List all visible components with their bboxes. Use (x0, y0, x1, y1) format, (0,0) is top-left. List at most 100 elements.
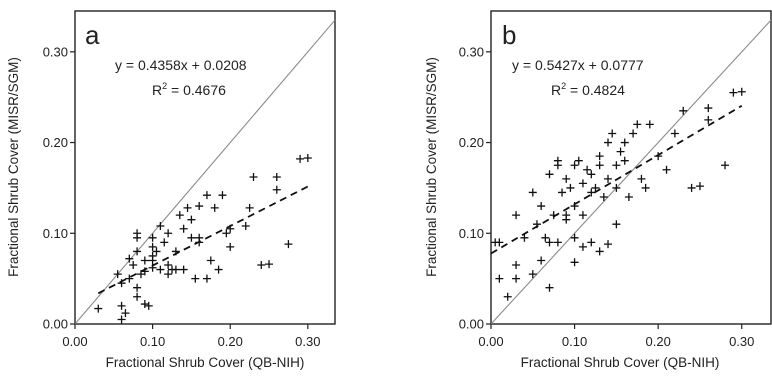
panel-a-data-point (140, 267, 149, 276)
panel-a-data-point (164, 270, 173, 279)
panel-b-y-tick-label: 0.00 (459, 317, 484, 332)
panel-b-data-point (729, 88, 738, 97)
panel-b-data-point (570, 258, 579, 267)
panel-a-data-point (195, 238, 204, 247)
panel-b-data-point (704, 104, 713, 113)
panel-b-data-point (670, 129, 679, 138)
panel-a-data-point (156, 265, 165, 274)
panel-b-data-point (520, 233, 529, 242)
panel-a-data-point (210, 203, 219, 212)
panel-b: 0.00 0.00 0.10 0.10 0.20 0.20 0.30 0.30 b y = 0… (424, 10, 772, 370)
panel-a-data-point (272, 185, 281, 194)
panel-a-data-point (117, 315, 126, 324)
panel-b-data-point (654, 152, 663, 161)
panel-a-y-axis-title: Fractional Shrub Cover (MISR/SGM) (6, 57, 21, 277)
panel-b-data-point (512, 261, 521, 270)
panel-b-frame (490, 10, 772, 325)
panel-a-equation: y = 0.4358x + 0.0208 (115, 57, 247, 73)
panel-b-x-tick-label: 0.00 (478, 334, 503, 349)
panel-b-data-point (587, 238, 596, 247)
panel-a-data-point (191, 274, 200, 283)
panel-a-data-point (156, 222, 165, 231)
panel-b-data-point (553, 156, 562, 165)
panel-a-x-tick-label: 0.00 (62, 334, 87, 349)
panel-a-data-point (160, 238, 169, 247)
panel-a-fit-line (97, 185, 309, 295)
panel-b-data-point (512, 274, 521, 283)
panel-b-data-point (595, 247, 604, 256)
panel-b-data-point (553, 238, 562, 247)
panel-b-data-point (495, 274, 504, 283)
panel-a-data-point (129, 261, 138, 270)
panel-a-data-point (218, 191, 227, 200)
panel-b-data-point (620, 156, 629, 165)
panel-a-frame (74, 10, 336, 325)
panel-b-y-axis-title: Fractional Shrub Cover (MISR/SGM) (424, 57, 439, 277)
panel-b-data-point (645, 120, 654, 129)
panel-b-data-point (537, 202, 546, 211)
panel-b-data-point (595, 152, 604, 161)
panel-a-data-point (175, 211, 184, 220)
panel-a-data-point (117, 301, 126, 310)
panel-b-fit-line-layer (490, 105, 743, 255)
panel-b-data-point (679, 106, 688, 115)
panel-b-data-point (587, 170, 596, 179)
panel-a-data-point (187, 215, 196, 224)
panel-a-data-point (125, 274, 134, 283)
panel-b-data-point (558, 188, 567, 197)
panel-a-data-point (164, 229, 173, 238)
panel-a-x-tick-label: 0.20 (218, 334, 243, 349)
panel-b-equation: y = 0.5427x + 0.0777 (512, 57, 644, 73)
panel-b-data-point (495, 238, 504, 247)
panel-b-data-point (604, 138, 613, 147)
panel-b-data-point (633, 120, 642, 129)
panel-a-data-point (133, 283, 142, 292)
panel-b-r2-prefix: R (551, 82, 561, 98)
panel-a-data-point (284, 240, 293, 249)
panel-b-data-point (595, 161, 604, 170)
panel-b-data-point (578, 179, 587, 188)
panel-a-r2-value: = 0.4676 (167, 82, 226, 98)
panel-b-data-point (562, 211, 571, 220)
panel-b-r2-value: = 0.4824 (566, 82, 625, 98)
panel-b-data-point (570, 202, 579, 211)
panel-a-data-point (94, 304, 103, 313)
panel-b-data-point (512, 211, 521, 220)
panel-b-data-point (608, 129, 617, 138)
panel-a-data-point (245, 203, 254, 212)
panel-a-data-point (148, 242, 157, 251)
panel-b-data-point (545, 283, 554, 292)
panel-a-data-point (241, 222, 250, 231)
panel-b-x-axis-title: Fractional Shrub Cover (QB-NIH) (521, 355, 720, 370)
panel-b-data-point (612, 161, 621, 170)
panel-a-y-tick-label: 0.30 (43, 44, 68, 59)
panel-b-ticks-layer: 0.00 0.00 0.10 0.10 0.20 0.20 0.30 0.30 (459, 44, 755, 349)
panel-a-data-point (148, 251, 157, 260)
panel-b-data-point (566, 183, 575, 192)
panel-a-data-point (133, 247, 142, 256)
panel-b-data-point (528, 270, 537, 279)
panel-a-data-point (171, 265, 180, 274)
panel-b-y-tick-label: 0.20 (459, 135, 484, 150)
panel-a-data-point (152, 247, 161, 256)
panel-b-fit-line (490, 105, 743, 255)
panel-a-data-point (117, 279, 126, 288)
panel-a-x-axis-title: Fractional Shrub Cover (QB-NIH) (106, 355, 305, 370)
panel-b-x-tick-label: 0.20 (646, 334, 671, 349)
panel-b-data-point (541, 233, 550, 242)
panel-b-data-point (637, 174, 646, 183)
panel-b-data-point (641, 183, 650, 192)
panel-a-data-point (133, 292, 142, 301)
panel-a-data-point (179, 265, 188, 274)
panel-a-data-point (214, 265, 223, 274)
panel-a-data-point (148, 263, 157, 272)
panel-a-label: a (85, 20, 100, 50)
panel-a-data-point (265, 260, 274, 269)
panel-a-r2-prefix: R (152, 82, 162, 98)
panel-b-data-point (591, 183, 600, 192)
panel-b-data-point (578, 242, 587, 251)
panel-b-x-tick-label: 0.10 (562, 334, 587, 349)
panel-b-data-point (662, 165, 671, 174)
panel-a-points-layer (94, 153, 312, 324)
